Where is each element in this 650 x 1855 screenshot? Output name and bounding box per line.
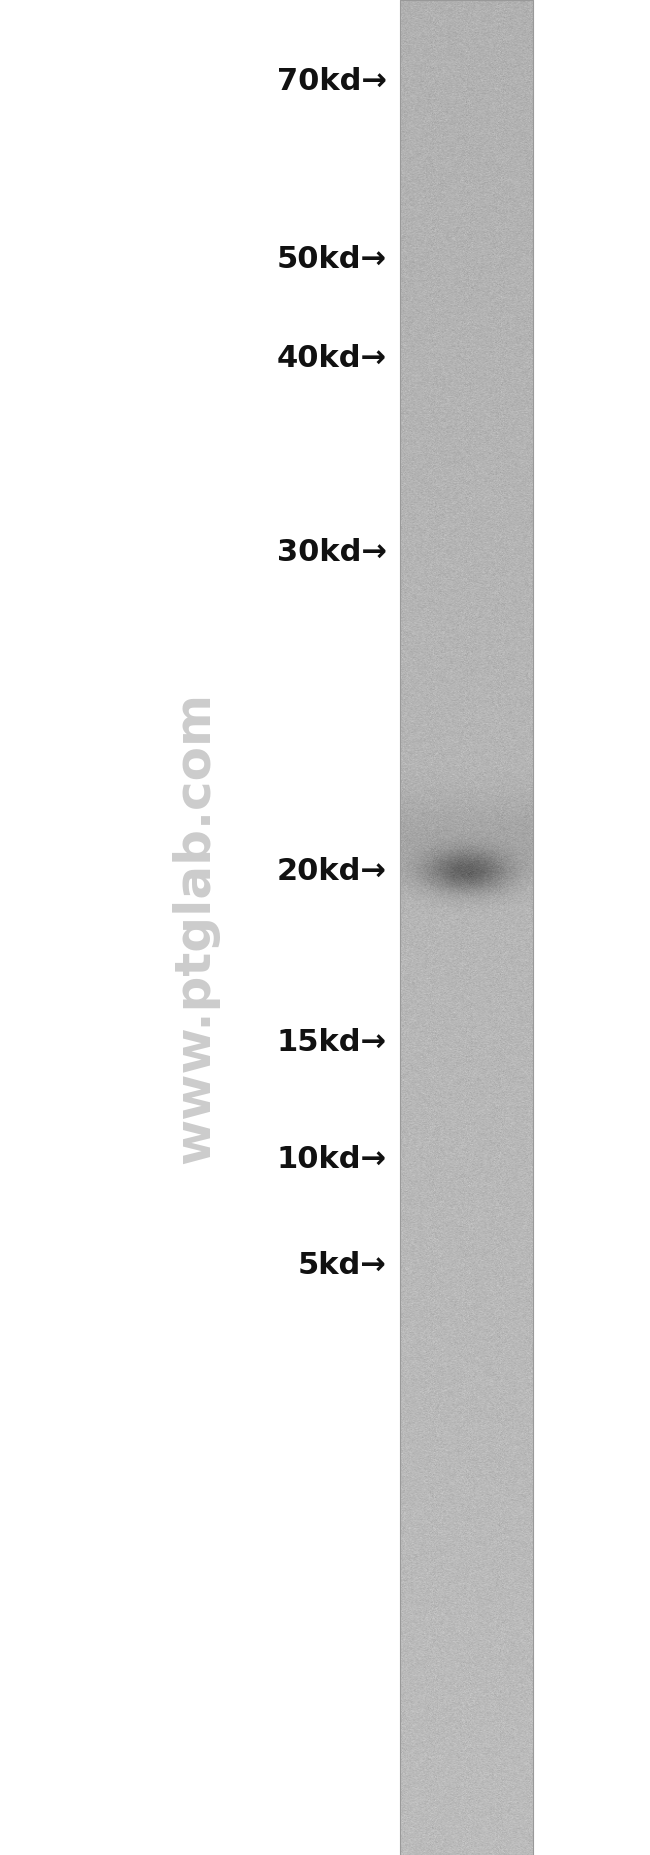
Text: 50kd→: 50kd→ (277, 245, 387, 275)
Bar (400, 0, 533, 1855)
Text: 10kd→: 10kd→ (277, 1145, 387, 1174)
Text: 40kd→: 40kd→ (277, 343, 387, 373)
Text: 15kd→: 15kd→ (277, 1028, 387, 1057)
Text: 30kd→: 30kd→ (277, 538, 387, 568)
Text: 5kd→: 5kd→ (298, 1250, 387, 1280)
Text: www.ptglab.com: www.ptglab.com (171, 692, 219, 1163)
Text: 70kd→: 70kd→ (277, 67, 387, 96)
Text: 20kd→: 20kd→ (277, 857, 387, 887)
